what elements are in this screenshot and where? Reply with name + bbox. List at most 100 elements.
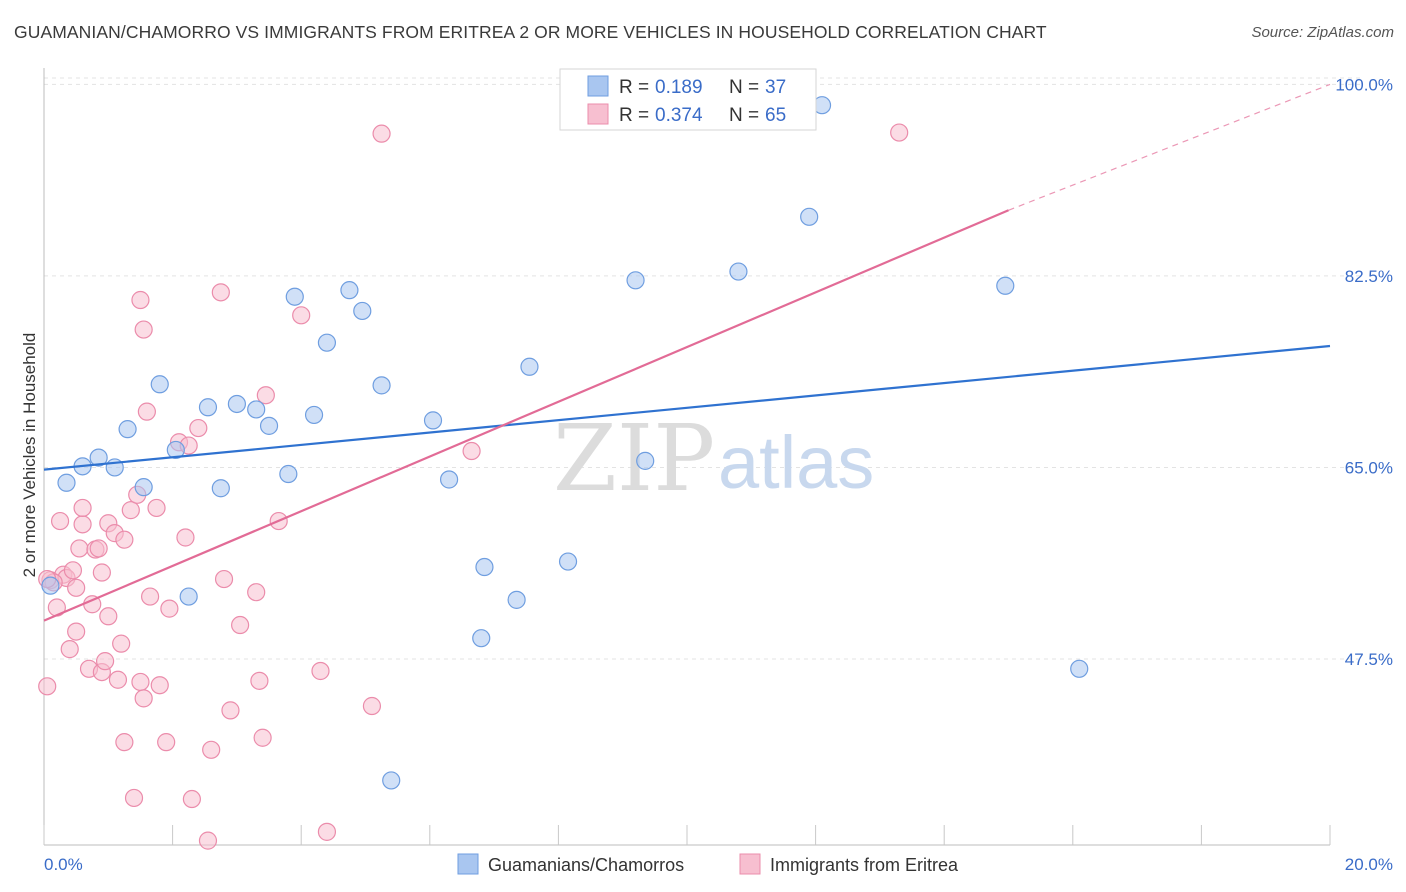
data-point-pink (112, 634, 131, 653)
y-tick-label: 47.5% (1345, 650, 1393, 669)
data-point-pink (92, 563, 111, 582)
data-point-pink (202, 740, 221, 759)
watermark-zip: ZIP (553, 405, 715, 512)
data-point-blue (996, 276, 1015, 295)
data-point-blue (247, 400, 266, 419)
data-point-pink (253, 728, 272, 747)
data-point-blue (211, 479, 230, 498)
legend-n-value-blue: 37 (765, 77, 786, 98)
data-point-pink (292, 306, 311, 325)
data-point-pink (214, 569, 234, 589)
y-axis-title: 2 or more Vehicles in Household (20, 333, 39, 578)
watermark: ZIP atlas (553, 405, 874, 512)
guamanian-points (41, 96, 1089, 790)
data-point-pink (256, 386, 275, 405)
y-tick-labels: 100.0% 82.5% 65.0% 47.5% (1335, 75, 1393, 669)
data-point-pink (115, 530, 134, 549)
y-tick-label: 65.0% (1345, 458, 1393, 477)
x-ticks: 0.0% 20.0% (43, 825, 1393, 874)
y-tick-label: 100.0% (1335, 75, 1393, 94)
data-point-blue (134, 478, 153, 497)
data-point-pink (198, 831, 218, 850)
data-point-blue (41, 576, 60, 595)
chart-title: GUAMANIAN/CHAMORRO VS IMMIGRANTS FROM ER… (14, 22, 1047, 42)
data-point-blue (89, 448, 108, 467)
data-point-pink (221, 701, 240, 720)
data-point-pink (140, 587, 160, 606)
data-point-pink (362, 696, 382, 716)
data-point-pink (134, 320, 153, 339)
data-point-pink (157, 733, 176, 752)
data-point-pink (176, 528, 195, 547)
data-point-blue (317, 333, 337, 352)
data-point-blue (729, 262, 748, 281)
data-point-blue (166, 440, 185, 460)
data-point-pink (67, 622, 86, 641)
data-point-blue (558, 552, 578, 571)
data-point-blue (372, 376, 391, 395)
data-point-pink (372, 124, 391, 143)
x-tick-label: 20.0% (1345, 855, 1393, 874)
data-point-pink (189, 418, 208, 438)
data-point-blue (520, 357, 539, 376)
data-point-blue (1070, 659, 1089, 678)
data-point-blue (423, 411, 443, 430)
data-point-pink (160, 599, 179, 618)
legend-r-label-pink: R = (619, 105, 649, 126)
data-point-blue (227, 394, 246, 414)
data-point-pink (108, 670, 128, 689)
data-point-blue (626, 271, 645, 290)
legend-n-label-blue: N = (729, 77, 759, 98)
data-point-blue (150, 375, 169, 394)
top-legend: R = 0.189 N = 37 R = 0.374 N = 65 (559, 68, 817, 131)
data-point-pink (250, 671, 269, 690)
data-point-blue (800, 207, 819, 226)
eritrea-points (38, 123, 909, 850)
data-point-pink (182, 789, 201, 809)
data-point-pink (121, 501, 140, 520)
data-point-pink (147, 498, 166, 518)
data-point-blue (353, 301, 372, 321)
data-point-blue (472, 629, 491, 648)
trendlines (43, 83, 1331, 622)
data-point-pink (73, 515, 92, 534)
data-point-blue (118, 420, 137, 439)
data-point-pink (131, 672, 150, 692)
gridlines (44, 77, 1360, 660)
watermark-atlas: atlas (718, 421, 874, 504)
data-point-pink (60, 640, 79, 659)
data-point-pink (311, 661, 330, 681)
data-point-pink (137, 402, 156, 421)
data-point-pink (70, 539, 89, 558)
data-point-pink (124, 788, 144, 808)
bottom-legend-label-pink: Immigrants from Eritrea (770, 855, 959, 875)
data-point-pink (115, 733, 134, 752)
data-point-blue (304, 405, 324, 425)
trendline-pink (43, 209, 1009, 622)
data-point-blue (179, 587, 198, 606)
data-point-blue (259, 416, 279, 435)
data-point-blue (507, 590, 526, 609)
data-point-blue (475, 557, 494, 577)
data-point-pink (89, 539, 108, 558)
data-point-blue (57, 473, 76, 492)
bottom-legend-swatch-blue (457, 853, 479, 875)
data-point-blue (439, 470, 459, 489)
data-point-pink (67, 578, 86, 597)
data-point-pink (63, 561, 83, 580)
legend-r-label-blue: R = (619, 77, 649, 98)
legend-swatch-blue (587, 75, 609, 97)
data-point-blue (198, 398, 218, 417)
data-point-pink (247, 583, 266, 602)
data-point-pink (134, 689, 153, 708)
data-point-blue (279, 464, 298, 484)
legend-r-value-pink: 0.374 (655, 105, 703, 126)
data-point-pink (317, 822, 337, 841)
legend-r-value-blue: 0.189 (655, 77, 703, 98)
legend-n-label-pink: N = (729, 105, 759, 126)
trendline-blue (43, 344, 1331, 471)
bottom-legend-label-blue: Guamanians/Chamorros (488, 855, 684, 875)
y-tick-label: 82.5% (1345, 267, 1393, 286)
data-point-pink (231, 615, 250, 635)
